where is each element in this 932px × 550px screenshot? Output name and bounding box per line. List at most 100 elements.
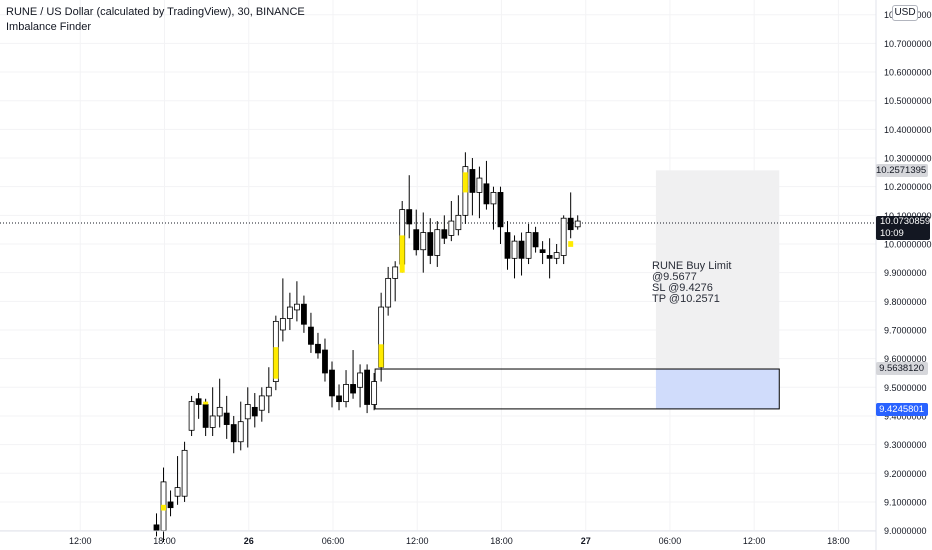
candle-body	[364, 369, 371, 405]
candle-body	[188, 401, 195, 431]
annotation-line-sl: SL @9.4276	[652, 282, 713, 294]
stop-zone	[655, 369, 780, 409]
candle-body	[469, 169, 476, 193]
candle-body	[286, 306, 293, 319]
x-tick-label: 18:00	[827, 536, 850, 546]
y-tick-label: 9.6000000	[884, 354, 927, 364]
y-tick-label: 10.2000000	[884, 182, 932, 192]
y-tick-label: 10.0000000	[884, 240, 932, 250]
x-tick-label: 18:00	[490, 536, 513, 546]
chart-legend: RUNE / US Dollar (calculated by TradingV…	[6, 5, 305, 35]
candle-body	[539, 249, 546, 253]
candle-body	[315, 343, 321, 354]
x-tick-label: 06:00	[659, 536, 682, 546]
imbalance-highlight	[399, 235, 405, 273]
candle-body	[504, 232, 511, 259]
x-tick-label: 26	[244, 536, 254, 546]
candle-body	[167, 501, 174, 509]
candle-body	[216, 406, 223, 417]
imbalance-highlight	[568, 241, 574, 247]
y-tick-label: 10.7000000	[884, 39, 932, 49]
candle-body	[483, 183, 490, 205]
candle-body	[174, 487, 181, 497]
candle-body	[518, 240, 525, 259]
y-tick-label: 9.3000000	[884, 440, 927, 450]
y-tick-label: 9.8000000	[884, 297, 927, 307]
candle-body	[476, 177, 483, 193]
candle-body	[230, 424, 237, 443]
y-tick-label: 9.2000000	[884, 469, 927, 479]
candle-body	[546, 255, 553, 259]
candle-body	[244, 404, 251, 420]
candle-body	[413, 229, 420, 251]
target-zone	[655, 170, 780, 370]
candle-body	[350, 384, 356, 394]
y-tick-label: 9.1000000	[884, 497, 927, 507]
y-tick-label: 10.1000000	[884, 211, 932, 221]
trade-annotation[interactable]: RUNE Buy Limit @9.5677 SL @9.4276 TP @10…	[652, 261, 731, 305]
y-tick-label: 9.5000000	[884, 383, 927, 393]
y-tick-label: 10.3000000	[884, 154, 932, 164]
candle-body	[329, 369, 335, 397]
y-tick-label: 10.4000000	[884, 125, 932, 135]
y-tick-label: 10.6000000	[884, 68, 932, 78]
candle-body	[195, 398, 202, 405]
annotation-line-tp: TP @10.2571	[652, 293, 720, 305]
candle-body	[336, 395, 342, 403]
candle-body	[553, 252, 560, 259]
x-tick-label: 18:00	[153, 536, 176, 546]
y-tick-label: 9.0000000	[884, 526, 927, 536]
candle-body	[308, 326, 314, 345]
bar-countdown: 10:09	[880, 228, 904, 239]
take-profit-price-label: 10.2571395	[876, 164, 928, 177]
currency-badge[interactable]: USD	[892, 5, 918, 21]
imbalance-highlight	[273, 347, 279, 379]
candle-body	[181, 449, 188, 497]
x-tick-label: 12:00	[69, 536, 92, 546]
candle-body	[560, 217, 567, 256]
candle-body	[406, 209, 413, 225]
candle-body	[392, 266, 399, 279]
candle-body	[448, 220, 455, 236]
y-tick-label: 10.5000000	[884, 96, 932, 106]
y-tick-label: 9.7000000	[884, 325, 927, 335]
x-tick-label: 12:00	[743, 536, 766, 546]
candle-body	[427, 232, 434, 256]
x-tick-label: 06:00	[322, 536, 345, 546]
imbalance-highlight	[462, 172, 468, 193]
entry-price-label: 9.5638120	[876, 362, 928, 375]
candle-body	[265, 386, 272, 397]
candle-body	[202, 404, 209, 428]
candle-body	[455, 214, 462, 231]
candle-body	[385, 277, 392, 308]
candle-body	[567, 217, 574, 231]
drawing-layer[interactable]	[0, 170, 876, 410]
last-price-value: 10.0730859	[880, 216, 931, 227]
candle-body	[357, 372, 363, 388]
candle-body	[574, 220, 581, 228]
imbalance-highlight	[378, 344, 384, 368]
symbol-title[interactable]: RUNE / US Dollar (calculated by TradingV…	[6, 6, 305, 18]
y-tick-label: 9.4000000	[884, 411, 927, 421]
candle-body	[209, 415, 216, 428]
candle-body	[490, 192, 497, 205]
candle-body	[420, 232, 427, 251]
imbalance-highlight	[203, 401, 209, 405]
candle-body	[279, 318, 286, 331]
annotation-line-entry: @9.5677	[652, 271, 697, 283]
candle-body	[343, 384, 349, 403]
x-tick-label: 12:00	[406, 536, 429, 546]
candle-body	[223, 412, 230, 425]
candle-body	[525, 232, 532, 259]
candle-body	[371, 381, 378, 405]
candle-body	[511, 240, 518, 259]
candle-body	[301, 303, 307, 325]
candle-body	[258, 395, 265, 411]
candle-body	[153, 524, 160, 531]
last-price-label: 10.0730859 10:09	[876, 216, 930, 240]
indicator-title[interactable]: Imbalance Finder	[6, 21, 91, 33]
y-tick-label: 9.9000000	[884, 268, 927, 278]
chart-grid	[0, 0, 876, 532]
candlestick-series	[153, 152, 581, 543]
